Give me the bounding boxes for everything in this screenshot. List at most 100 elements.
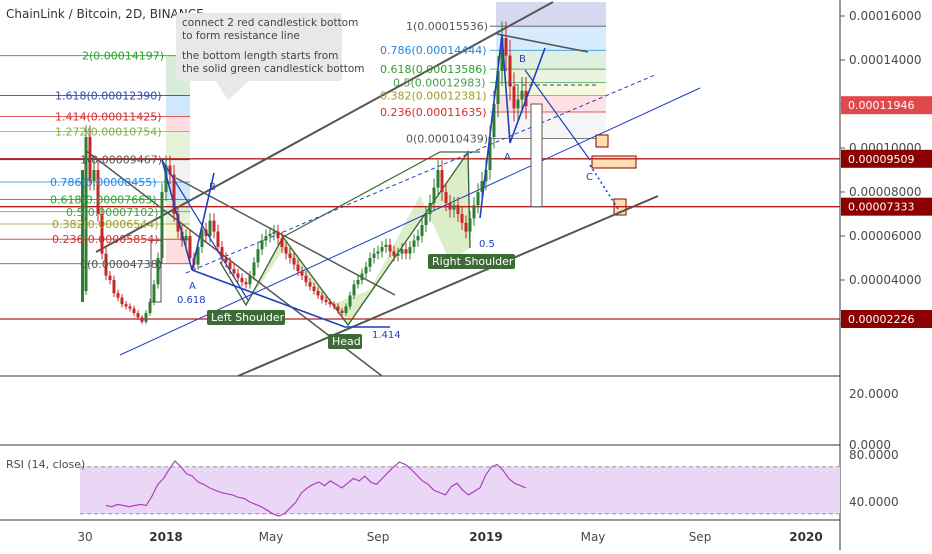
wave-leg-bottom[interactable] [191, 269, 390, 328]
candle-body [232, 269, 236, 274]
candle-body [344, 306, 348, 313]
candle-body [484, 170, 488, 181]
rsi-axis-tick-label: 80.0000 [849, 448, 899, 462]
left-shoulder-label: Left Shoulder [207, 310, 285, 325]
price-axis[interactable]: 0.000160000.000140000.000120000.00010000… [840, 9, 932, 509]
fib-labels: 2(0.00014197) 1.618(0.00012390) 1.414(0.00… [50, 20, 488, 271]
candle-body [268, 233, 272, 236]
fib-left-label: 1.414(0.00011425) [55, 111, 162, 124]
candle-body [248, 275, 252, 285]
price-tag [841, 96, 932, 115]
price-axis-tick-label: 0.00014000 [849, 53, 922, 67]
candle-body [472, 205, 476, 219]
candle-body [500, 38, 504, 71]
wave-abc-right[interactable] [479, 34, 546, 219]
candle-body [448, 203, 452, 210]
time-axis-tick-label: 2018 [149, 530, 182, 544]
candle-body [464, 222, 468, 232]
candle-body [444, 192, 448, 203]
candle-body [416, 236, 420, 241]
candle-body [320, 295, 324, 300]
candle-body [136, 313, 140, 318]
candle-body [324, 299, 328, 302]
candle-body [124, 304, 128, 307]
candle-body [372, 253, 376, 258]
candle-body [264, 236, 268, 241]
candle-body [516, 99, 520, 109]
channel-lower-line[interactable] [237, 195, 659, 377]
chart-title: ChainLink / Bitcoin, 2D, BINANCE [6, 7, 204, 21]
wave-0618: 0.618 [177, 295, 206, 306]
wave-b-right: B [519, 54, 526, 65]
candle-body [404, 249, 408, 254]
fib-left-label: 1.272(0.00010754) [55, 125, 162, 138]
volume-axis-tick-label: 0.0000 [849, 438, 891, 452]
candle-body [452, 205, 456, 210]
candle-body [400, 249, 404, 254]
fib-right-label: 0.618(0.00013586) [380, 63, 487, 76]
candle-body [392, 251, 396, 256]
candle-body [168, 165, 172, 175]
candle-body [468, 218, 472, 232]
fib-right-label: 1(0.00015536) [406, 20, 488, 33]
time-axis-tick-label: 30 [77, 530, 92, 544]
candle-body [328, 302, 332, 305]
descending-line-2[interactable] [175, 177, 396, 296]
wave-projection[interactable] [589, 164, 621, 213]
candle-body [280, 238, 284, 247]
candle-body [144, 313, 148, 322]
wave-leg-right[interactable] [524, 69, 591, 161]
wave-leg-left[interactable] [161, 159, 249, 301]
fib-left-label: 0.618(0.00007663) [50, 193, 157, 206]
rsi-label: RSI (14, close) [6, 458, 85, 471]
fib-left-label: 0.382(0.00006544) [52, 218, 159, 231]
wave-a-left: A [189, 281, 196, 292]
note-line-4: the solid green candlestick bottom [182, 63, 365, 75]
candle-body [284, 247, 288, 254]
fib-right-label: 0(0.00010439) [406, 132, 488, 145]
candle-body [360, 273, 364, 280]
wave-c-right: C [586, 172, 593, 183]
price-tag [841, 149, 932, 168]
candle-body [256, 249, 260, 263]
top-resistance-line[interactable] [496, 33, 589, 53]
channel-upper-line[interactable] [95, 1, 554, 253]
note-callout[interactable]: connect 2 red candlestick bottom to form… [176, 13, 365, 100]
price-tag [841, 310, 932, 329]
candle-body [436, 170, 440, 188]
neckline-dashed[interactable] [185, 74, 656, 274]
time-axis-tick-label: 2019 [469, 530, 502, 544]
fib-left-label: 1(0.00009467) [80, 154, 162, 167]
candle-body [408, 247, 412, 254]
candle-body [396, 253, 400, 256]
fib-left-label: 0.5(0.00007102) [66, 206, 159, 219]
fib-left-band [166, 131, 190, 160]
candle-body [100, 214, 104, 254]
candle-body [504, 38, 508, 56]
candle-body [184, 236, 188, 241]
price-axis-tick-label: 0.00004000 [849, 273, 922, 287]
candle-body [332, 304, 336, 307]
fib-right-label: 0.786(0.00014444) [380, 44, 487, 57]
candle-body [176, 214, 180, 232]
price-axis-tick-label: 0.00006000 [849, 229, 922, 243]
candle-body [352, 284, 356, 296]
head-text: Head [332, 335, 361, 348]
elliott-wave-lines[interactable] [161, 34, 621, 328]
fib-left-label: 1.618(0.00012390) [55, 89, 162, 102]
candle-body [120, 297, 124, 305]
time-axis[interactable]: 30 2018 May Sep 2019 May Sep 2020 [77, 530, 822, 544]
fib-left-label: 0(0.00004738) [80, 258, 162, 271]
projection-box-left [150, 239, 162, 303]
candle-body [476, 192, 480, 206]
candle-body [216, 231, 220, 247]
candle-body [212, 220, 216, 232]
candle-body [488, 137, 492, 170]
note-line-2: to form resistance line [182, 30, 300, 42]
wave-1414: 1.414 [372, 330, 401, 341]
candle-body [292, 258, 296, 265]
candle-body [96, 170, 100, 214]
price-axis-tick-label: 0.00008000 [849, 185, 922, 199]
candle-body [108, 275, 112, 280]
